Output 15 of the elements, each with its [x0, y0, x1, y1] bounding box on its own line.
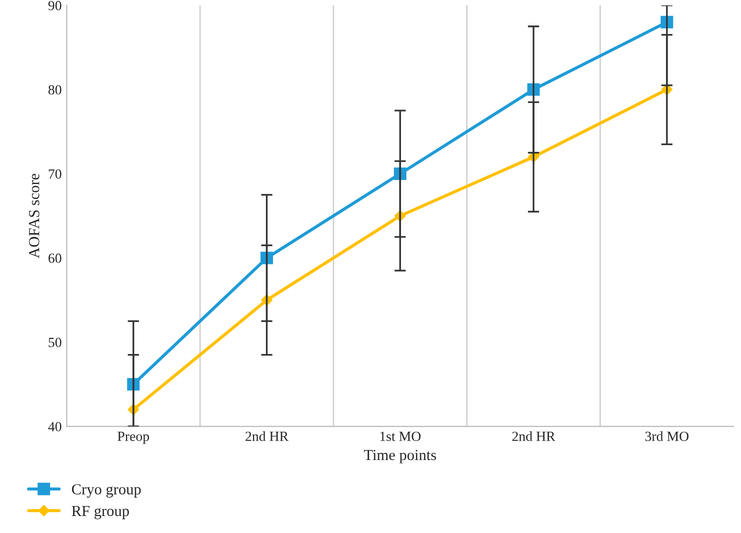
x-tick-label: 2nd HR [246, 431, 289, 442]
y-tick-label: 90 [48, 0, 62, 10]
x-tick-label: 3rd MO [645, 431, 689, 442]
y-tick-label: 60 [48, 254, 62, 263]
y-tick-label: 50 [48, 338, 62, 348]
x-tick-label: 1st MO [380, 432, 421, 442]
y-axis-title: AOFAS score [29, 174, 40, 258]
legend-label: RF group [72, 506, 129, 520]
y-tick-label: 70 [48, 169, 62, 179]
x-tick-label: 2nd HR [512, 431, 556, 442]
legend-label: Cryo group [72, 484, 141, 498]
x-axis-title: Time points [364, 450, 436, 464]
y-tick-label: 80 [48, 85, 62, 94]
x-tick-label: Preop [118, 432, 150, 444]
y-tick-label: 40 [48, 422, 62, 432]
